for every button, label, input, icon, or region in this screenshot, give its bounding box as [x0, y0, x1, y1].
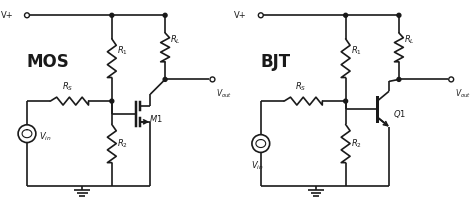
Circle shape	[397, 78, 401, 81]
Text: $R_2$: $R_2$	[117, 137, 128, 150]
Text: $R_L$: $R_L$	[404, 33, 415, 46]
Text: V+: V+	[0, 11, 13, 20]
Circle shape	[110, 13, 114, 17]
Circle shape	[344, 99, 347, 103]
Circle shape	[163, 13, 167, 17]
Text: V+: V+	[234, 11, 247, 20]
Text: $V_{out}$: $V_{out}$	[217, 87, 233, 100]
Text: $R_L$: $R_L$	[170, 33, 181, 46]
Text: $R_1$: $R_1$	[117, 44, 128, 57]
Text: $V_{in}$: $V_{in}$	[252, 159, 264, 172]
Circle shape	[163, 78, 167, 81]
Text: $V_{out}$: $V_{out}$	[455, 87, 471, 100]
Circle shape	[110, 99, 114, 103]
Circle shape	[344, 13, 347, 17]
Text: BJT: BJT	[261, 53, 291, 71]
Text: $R_1$: $R_1$	[351, 44, 362, 57]
Text: $R_S$: $R_S$	[62, 81, 73, 93]
Text: $Q1$: $Q1$	[393, 108, 406, 120]
Text: $V_{in}$: $V_{in}$	[39, 130, 52, 143]
Text: $M1$: $M1$	[149, 113, 163, 124]
Text: $R_2$: $R_2$	[351, 137, 362, 150]
Circle shape	[397, 13, 401, 17]
Text: MOS: MOS	[27, 53, 70, 71]
Text: $R_S$: $R_S$	[295, 81, 307, 93]
